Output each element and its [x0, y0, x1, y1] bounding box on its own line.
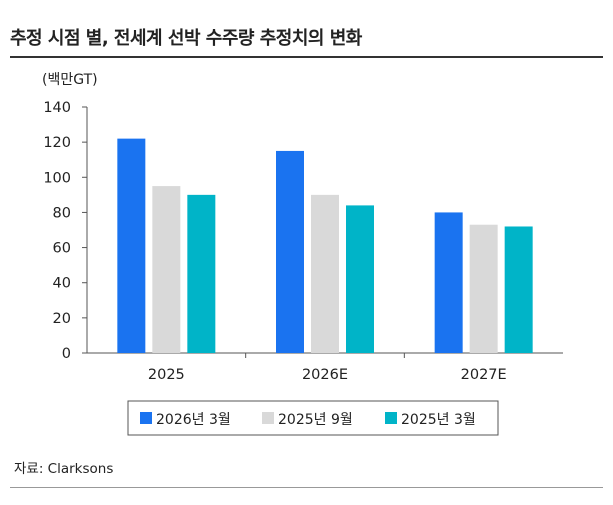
bar: [187, 194, 216, 353]
x-tick-label: 2026E: [302, 367, 348, 383]
bar: [434, 212, 463, 353]
y-tick-label: 20: [53, 311, 71, 327]
title-divider: [10, 56, 603, 58]
bar: [311, 194, 339, 353]
y-tick-label: 80: [53, 205, 71, 221]
x-tick-label: 2025: [148, 367, 185, 383]
y-tick-label: 0: [62, 346, 71, 362]
y-tick-label: 40: [53, 276, 71, 292]
y-unit-label: (백만GT): [42, 72, 98, 88]
y-tick-label: 120: [43, 135, 71, 151]
bottom-divider: [10, 487, 603, 488]
y-tick-label: 100: [43, 170, 71, 186]
bar: [152, 186, 181, 353]
source-note: 자료: Clarksons: [14, 461, 114, 477]
legend-box: [127, 400, 499, 436]
chart-bars: [117, 138, 533, 353]
legend-swatch: [385, 412, 397, 424]
legend-label: 2026년 3월: [156, 412, 231, 428]
legend-label: 2025년 9월: [278, 412, 353, 428]
bar: [504, 226, 533, 353]
bar: [469, 224, 498, 353]
legend-label: 2025년 3월: [401, 412, 476, 428]
chart-legend: 2026년 3월 2025년 9월 2025년 3월: [127, 400, 499, 436]
legend-swatch: [262, 412, 274, 424]
x-tick-label: 2027E: [461, 367, 507, 383]
chart-title: 추정 시점 별, 전세계 선박 수주량 추정치의 변화: [10, 28, 362, 49]
legend-swatch: [140, 412, 152, 424]
y-tick-label: 60: [53, 241, 71, 257]
bar: [117, 138, 146, 353]
bar: [276, 150, 304, 353]
y-tick-label: 140: [43, 100, 71, 116]
chart-axes: 0 20 40 60 80 100 120 140 2025 2026E 2027E: [43, 100, 563, 383]
bar: [346, 205, 374, 353]
